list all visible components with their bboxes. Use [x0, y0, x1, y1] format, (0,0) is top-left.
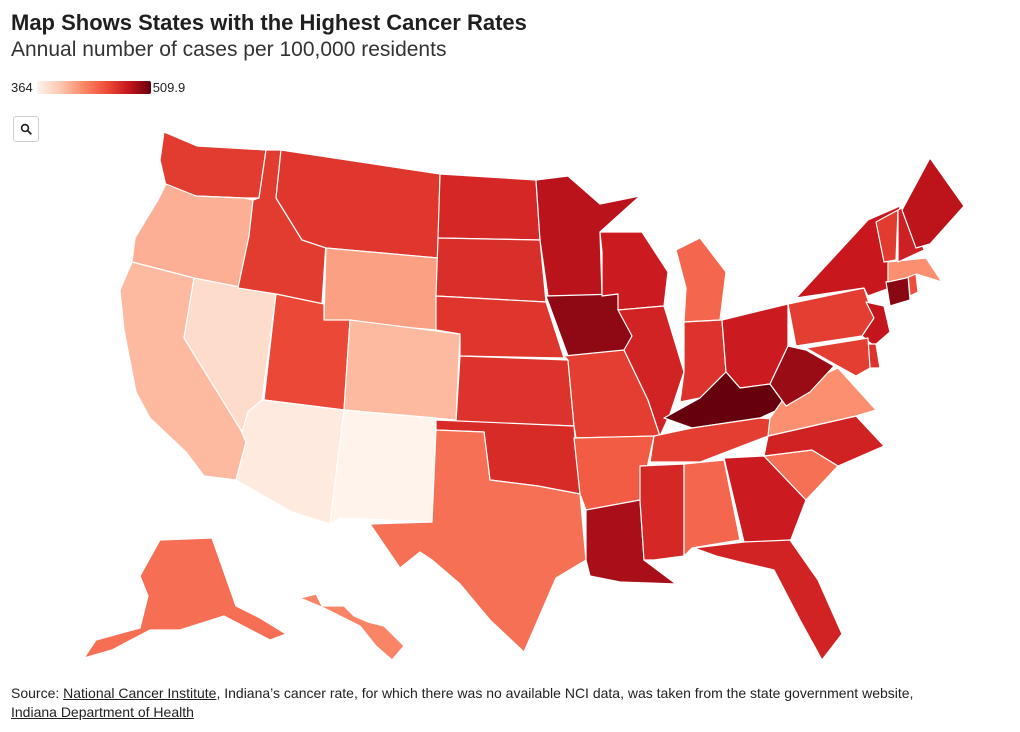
state-mi[interactable]: MI: 440 [675, 237, 727, 323]
state-ak[interactable]: AK: 436 [83, 537, 287, 659]
state-nm[interactable]: NM: 364 [329, 409, 437, 525]
us-choropleth-map: WA: 462 OR: 405 CA: 400 NV: 380 ID: 462 … [83, 131, 965, 661]
state-nd[interactable]: ND: 472 [437, 173, 541, 241]
source-link-indiana[interactable]: Indiana Department of Health [11, 704, 194, 720]
state-co[interactable]: CO: 400 [343, 319, 461, 421]
state-ks[interactable]: KS: 466 [455, 355, 575, 427]
magnifier-icon [20, 123, 32, 135]
state-az[interactable]: AZ: 370 [235, 399, 345, 525]
legend-min-label: 364 [11, 79, 33, 95]
state-hi[interactable]: HI: 425 [299, 593, 405, 661]
state-ri[interactable]: RI: 452 [907, 273, 919, 297]
color-legend: 364 509.9 [11, 79, 185, 95]
state-ms[interactable]: MS: 472 [639, 463, 685, 561]
map-subtitle: Annual number of cases per 100,000 resid… [11, 38, 447, 61]
source-link-nci[interactable]: National Cancer Institute [63, 685, 217, 701]
state-vt[interactable]: VT: 462 [875, 209, 899, 263]
map-title: Map Shows States with the Highest Cancer… [11, 10, 527, 35]
state-al[interactable]: AL: 440 [683, 459, 741, 557]
state-md[interactable]: MD: 460 [805, 337, 871, 377]
state-me[interactable]: ME: 484 [901, 157, 965, 249]
state-tx[interactable]: TX: 435 [369, 429, 587, 653]
source-prefix: Source: [11, 685, 64, 701]
state-wy[interactable]: WY: 412 [323, 247, 439, 331]
source-note: Source: National Cancer Institute, India… [11, 684, 1001, 722]
state-ma[interactable]: MA: 420 [887, 257, 943, 283]
state-ga[interactable]: GA: 478 [723, 455, 807, 543]
zoom-search-button[interactable] [13, 116, 39, 142]
state-sd[interactable]: SD: 468 [435, 237, 547, 303]
legend-gradient-bar [36, 80, 151, 94]
state-fl[interactable]: FL: 474 [693, 539, 843, 661]
source-middle-text: , Indiana’s cancer rate, for which there… [216, 685, 914, 701]
legend-max-label: 509.9 [152, 79, 186, 95]
state-wv[interactable]: WV: 495 [769, 345, 835, 407]
